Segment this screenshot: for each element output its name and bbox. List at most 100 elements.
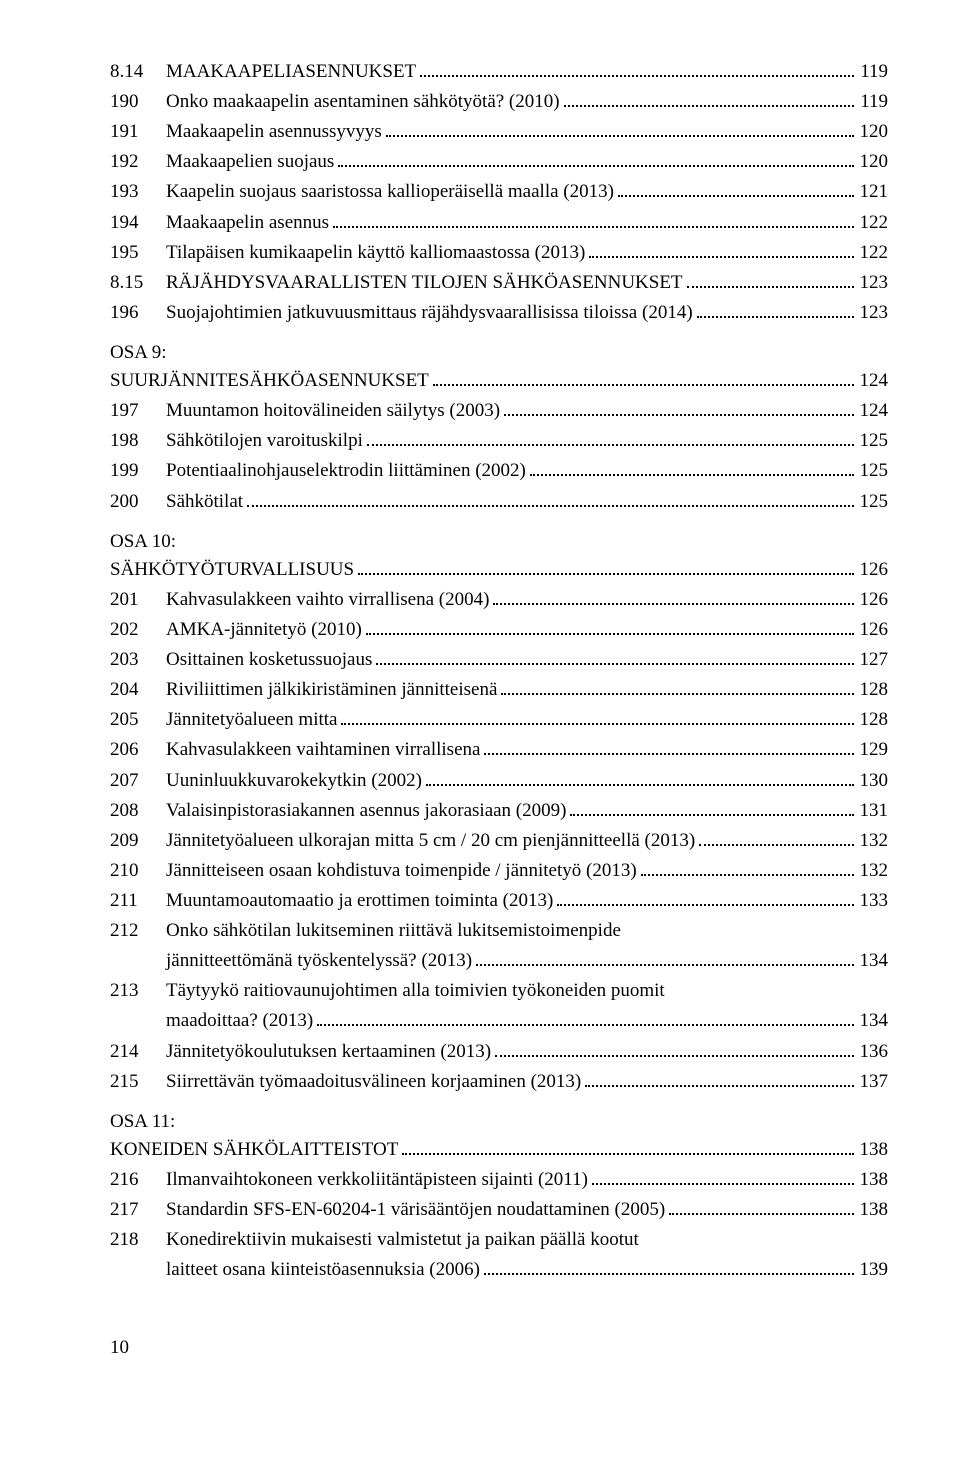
leader-dots [618, 185, 854, 197]
entry-number: 207 [110, 767, 166, 795]
entry-title: Potentiaalinohjauselektrodin liittäminen… [166, 457, 526, 485]
page-number: 123 [858, 299, 889, 327]
toc-entry: 213 Täytyykö raitiovaunujohtimen alla to… [110, 977, 888, 1035]
entry-title-line1: Konedirektiivin mukaisesti valmistetut j… [166, 1226, 639, 1254]
page-number: 125 [858, 427, 889, 455]
leader-dots [484, 1263, 854, 1275]
leader-dots [317, 1014, 853, 1026]
leader-dots [641, 863, 854, 875]
page-number: 132 [858, 827, 889, 855]
toc-entry: 196Suojajohtimien jatkuvuusmittaus räjäh… [110, 299, 888, 327]
entry-number: 210 [110, 857, 166, 885]
leader-dots [476, 954, 853, 966]
toc-entry: 217Standardin SFS-EN-60204-1 värisääntöj… [110, 1196, 888, 1224]
page-number: 136 [858, 1038, 889, 1066]
leader-dots [402, 1142, 853, 1154]
osa-section: OSA 10: SÄHKÖTYÖTURVALLISUUS 126 [110, 528, 888, 584]
toc-entry: 203Osittainen kosketussuojaus127 [110, 646, 888, 674]
page-number: 138 [858, 1136, 889, 1164]
entry-number: 190 [110, 88, 166, 116]
section-title: RÄJÄHDYSVAARALLISTEN TILOJEN SÄHKÖASENNU… [166, 269, 683, 297]
entry-title-line1: Onko sähkötilan lukitseminen riittävä lu… [166, 917, 621, 945]
page-number: 132 [858, 857, 889, 885]
entry-title: Jännitetyöalueen mitta [166, 706, 337, 734]
leader-dots [367, 434, 854, 446]
leader-dots [504, 404, 853, 416]
entry-number: 215 [110, 1068, 166, 1096]
toc-section-header: 8.15 RÄJÄHDYSVAARALLISTEN TILOJEN SÄHKÖA… [110, 269, 888, 297]
leader-dots [669, 1203, 853, 1215]
leader-dots [493, 592, 853, 604]
leader-dots [699, 833, 853, 845]
entry-title: Suojajohtimien jatkuvuusmittaus räjähdys… [166, 299, 693, 327]
toc-entry: 207Uuninluukkuvarokekytkin (2002)130 [110, 767, 888, 795]
leader-dots [341, 713, 853, 725]
page-number: 128 [858, 676, 889, 704]
entry-title: Valaisinpistorasiakannen asennus jakoras… [166, 797, 566, 825]
toc-entry: 212 Onko sähkötilan lukitseminen riittäv… [110, 917, 888, 975]
page-number: 119 [858, 88, 888, 116]
toc-entry: 200Sähkötilat 125 [110, 488, 888, 516]
osa-title: SUURJÄNNITESÄHKÖASENNUKSET [110, 367, 429, 395]
entry-title-line2: jännitteettömänä työskentelyssä? (2013) [166, 947, 472, 975]
entry-title: Maakaapelin asennus [166, 209, 329, 237]
entry-number: 212 [110, 917, 166, 945]
toc-entry: 202AMKA-jännitetyö (2010)126 [110, 616, 888, 644]
page-number: 124 [858, 397, 889, 425]
page-number: 134 [858, 947, 889, 975]
toc-entry: 208Valaisinpistorasiakannen asennus jako… [110, 797, 888, 825]
leader-dots [589, 245, 853, 257]
entry-number: 213 [110, 977, 166, 1005]
page-number: 129 [858, 736, 889, 764]
entry-number: 192 [110, 148, 166, 176]
leader-dots [592, 1173, 854, 1185]
entry-number: 191 [110, 118, 166, 146]
page-number: 131 [858, 797, 889, 825]
entry-number: 202 [110, 616, 166, 644]
toc-entry: 191Maakaapelin asennussyvyys 120 [110, 118, 888, 146]
leader-dots [376, 653, 853, 665]
entry-number: 218 [110, 1226, 166, 1254]
osa-label: OSA 11: [110, 1108, 888, 1136]
entry-number: 200 [110, 488, 166, 516]
osa-label: OSA 9: [110, 339, 888, 367]
entry-number: 193 [110, 178, 166, 206]
toc-entry: 192Maakaapelien suojaus120 [110, 148, 888, 176]
toc-entry: 193Kaapelin suojaus saaristossa kalliope… [110, 178, 888, 206]
entry-number: 204 [110, 676, 166, 704]
entry-title: Sähkötilat [166, 488, 243, 516]
page-number: 130 [858, 767, 889, 795]
leader-dots [420, 65, 854, 77]
toc-entry: 190Onko maakaapelin asentaminen sähkötyö… [110, 88, 888, 116]
page-number: 139 [858, 1256, 889, 1284]
footer-page-number: 10 [110, 1334, 888, 1362]
entry-number: 208 [110, 797, 166, 825]
page-number: 120 [858, 118, 889, 146]
page-number: 126 [858, 586, 889, 614]
leader-dots [358, 562, 853, 574]
page-number: 134 [858, 1007, 889, 1035]
entry-title: Jännitetyöalueen ulkorajan mitta 5 cm / … [166, 827, 695, 855]
page-number: 133 [858, 887, 889, 915]
page-number: 122 [858, 209, 889, 237]
toc-entry: 194Maakaapelin asennus122 [110, 209, 888, 237]
page-number: 125 [858, 488, 889, 516]
page-number: 138 [858, 1196, 889, 1224]
entry-number: 214 [110, 1038, 166, 1066]
entry-title: Muuntamon hoitovälineiden säilytys (2003… [166, 397, 500, 425]
entry-title: Maakaapelin asennussyvyys [166, 118, 382, 146]
leader-dots [687, 275, 854, 287]
entry-number: 197 [110, 397, 166, 425]
toc-entry: 215Siirrettävän työmaadoitusvälineen kor… [110, 1068, 888, 1096]
osa-label: OSA 10: [110, 528, 888, 556]
entry-title: Kahvasulakkeen vaihto virrallisena (2004… [166, 586, 489, 614]
entry-number: 201 [110, 586, 166, 614]
entry-title: Maakaapelien suojaus [166, 148, 334, 176]
entry-title: Osittainen kosketussuojaus [166, 646, 372, 674]
entry-title: Muuntamoautomaatio ja erottimen toiminta… [166, 887, 553, 915]
leader-dots [247, 494, 853, 506]
toc-entry: 218 Konedirektiivin mukaisesti valmistet… [110, 1226, 888, 1284]
page-number: 138 [858, 1166, 889, 1194]
osa-title: KONEIDEN SÄHKÖLAITTEISTOT [110, 1136, 398, 1164]
entry-number: 199 [110, 457, 166, 485]
